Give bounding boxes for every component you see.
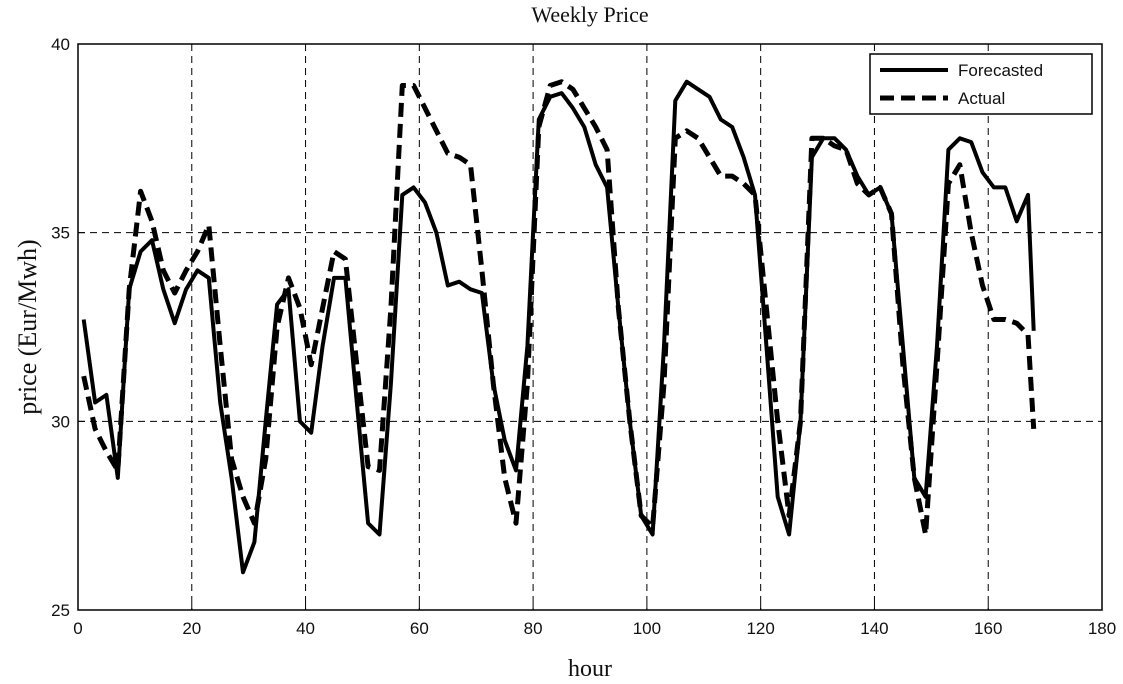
x-axis-label: hour: [568, 656, 612, 682]
y-axis-label: price (Eur/Mwh): [13, 239, 42, 414]
chart-title: Weekly Price: [531, 2, 648, 27]
x-tick-label: 0: [73, 619, 82, 638]
y-tick-label: 30: [51, 412, 70, 431]
y-tick-label: 25: [51, 601, 70, 620]
x-tick-label: 100: [633, 619, 661, 638]
x-tick-label: 180: [1088, 619, 1116, 638]
x-tick-label: 20: [182, 619, 201, 638]
x-tick-label: 80: [524, 619, 543, 638]
y-tick-label: 40: [51, 35, 70, 54]
x-tick-label: 120: [746, 619, 774, 638]
legend-label: Actual: [958, 89, 1005, 108]
legend-label: Forecasted: [958, 61, 1043, 80]
x-tick-label: 60: [410, 619, 429, 638]
legend-box: [869, 53, 1093, 115]
y-tick-label: 35: [51, 224, 70, 243]
x-tick-label: 40: [296, 619, 315, 638]
x-tick-label: 140: [860, 619, 888, 638]
plot-frame: [77, 43, 1103, 611]
line-series: [81, 79, 1037, 537]
line-series: [81, 79, 1036, 575]
x-tick-label: 160: [974, 619, 1002, 638]
